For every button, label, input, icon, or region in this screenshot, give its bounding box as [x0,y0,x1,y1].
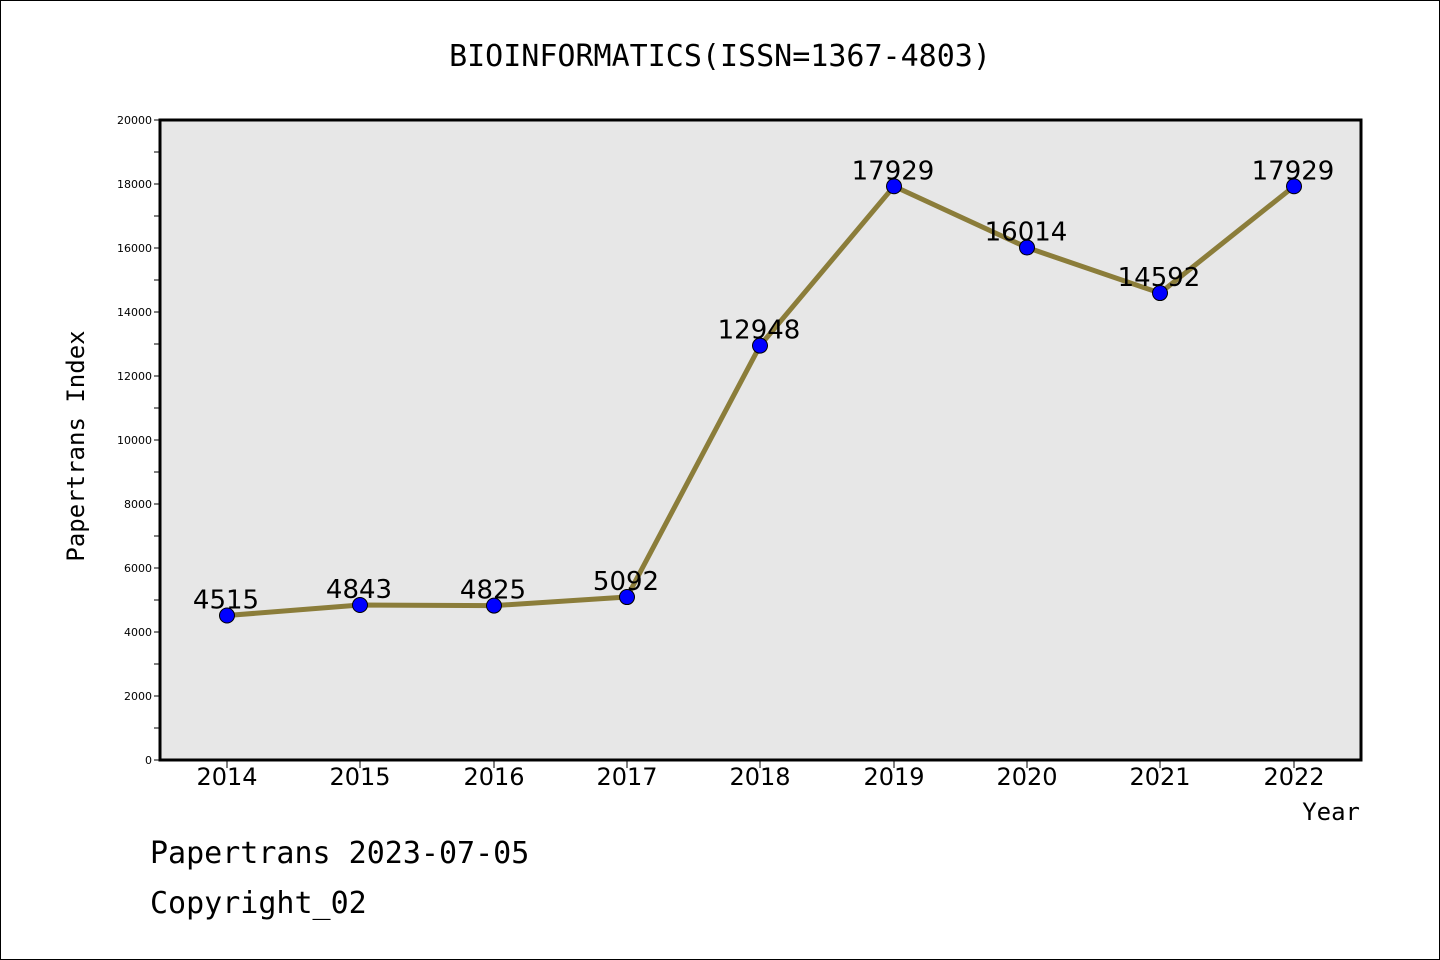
data-point [219,607,235,624]
y-axis: 0 2000 4000 6000 8000 10000 12000 14000 16000 180… [117,114,160,767]
y-tick-label: 4000 [124,626,152,639]
x-tick-label: 2015 [329,763,390,791]
footer-date: Papertrans 2023-07-05 [150,836,530,871]
y-tick-label: 12000 [117,370,152,383]
footer-copyright: Copyright_02 [150,886,367,921]
y-axis-label: Papertrans Index [62,330,90,561]
x-tick-label: 2014 [196,763,257,791]
data-point [1019,239,1035,256]
data-point [886,178,902,195]
y-tick-label: 2000 [124,690,152,703]
data-point [619,589,635,606]
data-label: 17929 [1252,156,1335,186]
data-point [486,597,502,614]
data-point [752,337,768,354]
y-tick-label: 16000 [117,242,152,255]
x-tick-label: 2016 [463,763,524,791]
data-label: 4843 [326,575,392,605]
data-label: 14592 [1118,263,1201,293]
data-label: 12948 [718,316,801,346]
chart-title: BIOINFORMATICS(ISSN=1367-4803) [449,39,991,74]
data-markers [219,178,1302,624]
data-label: 16014 [985,218,1068,248]
y-tick-label: 14000 [117,306,152,319]
x-tick-label: 2017 [596,763,657,791]
y-tick-label: 20000 [117,114,152,127]
y-tick-label: 6000 [124,562,152,575]
data-labels: 4515 4843 4825 5092 12948 17929 16014 14592 1792… [193,156,1334,615]
x-tick-label: 2018 [729,763,790,791]
plot-area [158,118,1363,762]
x-tick-label: 2020 [996,763,1057,791]
data-label: 5092 [593,567,659,597]
y-tick-label: 10000 [117,434,152,447]
x-tick-label: 2019 [863,763,924,791]
x-axis: 2014 2015 2016 2017 2018 2019 2020 2021 2022 [196,760,1325,791]
y-tick-label: 18000 [117,178,152,191]
y-tick-label: 0 [145,754,152,767]
x-tick-label: 2022 [1263,763,1324,791]
data-point [1152,285,1168,302]
x-tick-label: 2021 [1129,763,1190,791]
data-point [352,597,368,614]
y-tick-label: 8000 [124,498,152,511]
data-label: 17929 [852,156,935,186]
data-point [1286,178,1302,195]
x-axis-label: Year [1302,798,1360,826]
data-label: 4515 [193,586,259,616]
data-label: 4825 [460,576,526,606]
